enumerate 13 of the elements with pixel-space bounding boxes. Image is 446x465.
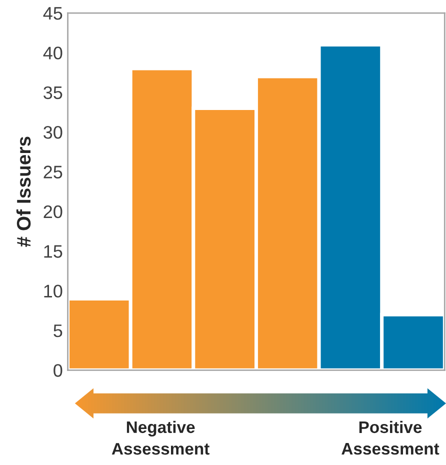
y-tick-label: 25 <box>44 166 62 178</box>
y-axis-title: # Of Issuers <box>16 136 31 247</box>
y-tick-label: 35 <box>44 86 62 100</box>
y-tick-label: 45 <box>43 7 62 20</box>
text: Negative Assessment <box>112 420 210 455</box>
text: Positive Assessment <box>342 420 440 455</box>
y-tick-label: 10 <box>44 284 62 298</box>
y-tick-label: 5 <box>54 324 62 338</box>
y-tick-label: 15 <box>44 245 62 258</box>
y-tick-label: 0 <box>54 364 62 377</box>
y-tick-label: 20 <box>44 205 62 218</box>
y-tick-label: 40 <box>43 46 62 60</box>
y-tick-label: 30 <box>44 126 62 139</box>
